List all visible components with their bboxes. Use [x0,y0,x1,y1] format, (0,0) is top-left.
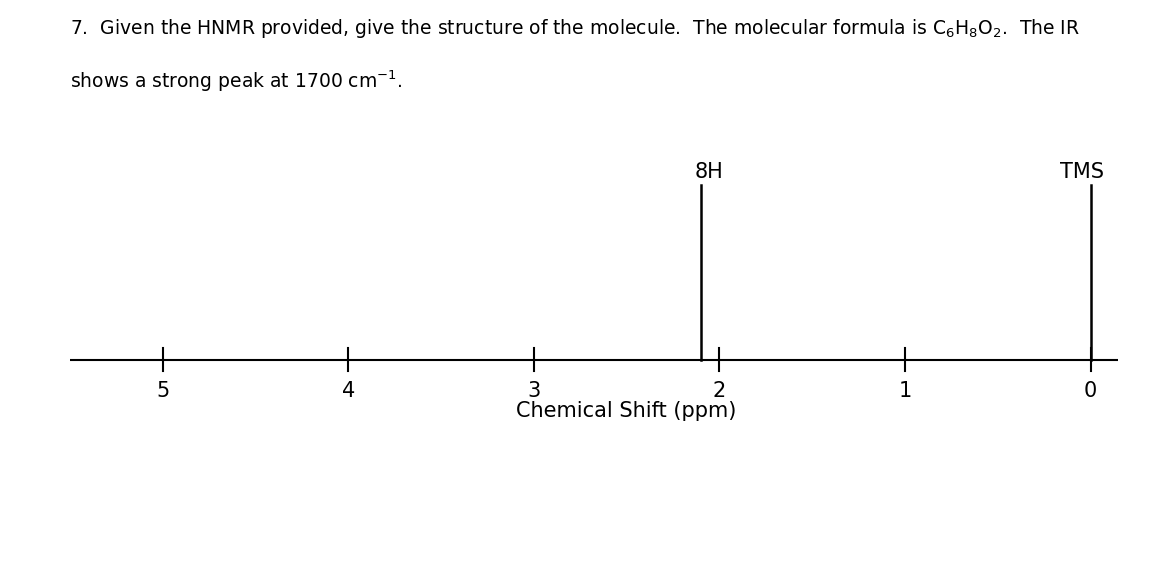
Text: shows a strong peak at 1700 cm$^{-1}$.: shows a strong peak at 1700 cm$^{-1}$. [70,69,402,94]
Text: 1: 1 [898,381,912,401]
Text: 2: 2 [713,381,726,401]
Text: Chemical Shift (ppm): Chemical Shift (ppm) [516,401,736,421]
Text: TMS: TMS [1059,162,1103,183]
Text: 5: 5 [156,381,169,401]
Text: 8H: 8H [694,162,723,183]
Text: 4: 4 [341,381,355,401]
Text: 3: 3 [528,381,541,401]
Text: 7.  Given the HNMR provided, give the structure of the molecule.  The molecular : 7. Given the HNMR provided, give the str… [70,17,1080,40]
Text: 0: 0 [1083,381,1097,401]
